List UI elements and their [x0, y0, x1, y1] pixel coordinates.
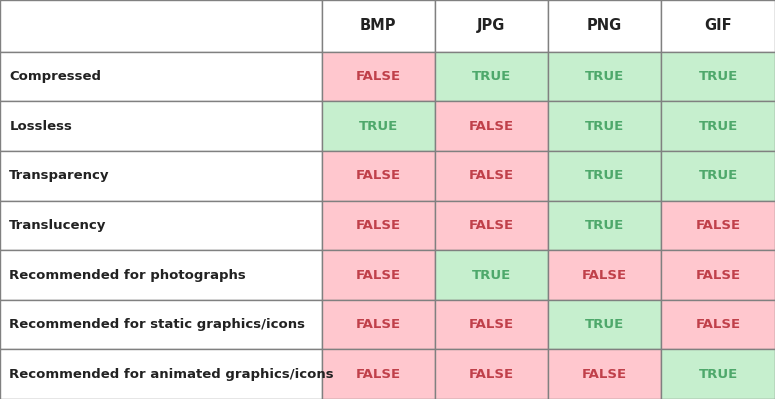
Text: JPG: JPG: [477, 18, 505, 34]
Text: TRUE: TRUE: [698, 368, 738, 381]
Bar: [661, 250, 775, 300]
Bar: [322, 151, 435, 201]
Text: Recommended for animated graphics/icons: Recommended for animated graphics/icons: [9, 368, 334, 381]
Bar: [548, 250, 661, 300]
Text: FALSE: FALSE: [582, 269, 627, 282]
Text: FALSE: FALSE: [356, 318, 401, 331]
Bar: [0, 201, 322, 250]
Text: FALSE: FALSE: [356, 70, 401, 83]
Bar: [322, 0, 435, 52]
Text: BMP: BMP: [360, 18, 397, 34]
Text: TRUE: TRUE: [585, 318, 624, 331]
Bar: [435, 0, 548, 52]
Bar: [0, 350, 322, 399]
Bar: [661, 101, 775, 151]
Bar: [322, 52, 435, 101]
Text: TRUE: TRUE: [585, 219, 624, 232]
Bar: [548, 350, 661, 399]
Text: FALSE: FALSE: [469, 368, 514, 381]
Text: FALSE: FALSE: [356, 368, 401, 381]
Text: TRUE: TRUE: [585, 70, 624, 83]
Text: FALSE: FALSE: [469, 169, 514, 182]
Text: FALSE: FALSE: [469, 120, 514, 133]
Text: Recommended for static graphics/icons: Recommended for static graphics/icons: [9, 318, 305, 331]
Bar: [322, 250, 435, 300]
Text: FALSE: FALSE: [469, 318, 514, 331]
Text: Lossless: Lossless: [9, 120, 72, 133]
Bar: [0, 151, 322, 201]
Bar: [0, 101, 322, 151]
Bar: [0, 250, 322, 300]
Text: GIF: GIF: [704, 18, 732, 34]
Text: FALSE: FALSE: [469, 219, 514, 232]
Bar: [435, 300, 548, 350]
Bar: [548, 101, 661, 151]
Bar: [0, 52, 322, 101]
Text: TRUE: TRUE: [585, 120, 624, 133]
Text: TRUE: TRUE: [698, 120, 738, 133]
Text: Compressed: Compressed: [9, 70, 102, 83]
Text: TRUE: TRUE: [359, 120, 398, 133]
Bar: [661, 0, 775, 52]
Bar: [435, 101, 548, 151]
Text: TRUE: TRUE: [585, 169, 624, 182]
Text: FALSE: FALSE: [695, 318, 741, 331]
Bar: [322, 201, 435, 250]
Bar: [322, 300, 435, 350]
Bar: [435, 151, 548, 201]
Bar: [322, 350, 435, 399]
Bar: [322, 101, 435, 151]
Bar: [0, 300, 322, 350]
Bar: [548, 300, 661, 350]
Bar: [548, 0, 661, 52]
Bar: [435, 250, 548, 300]
Bar: [548, 52, 661, 101]
Bar: [435, 350, 548, 399]
Text: FALSE: FALSE: [356, 219, 401, 232]
Text: Translucency: Translucency: [9, 219, 107, 232]
Bar: [661, 201, 775, 250]
Bar: [0, 0, 322, 52]
Text: TRUE: TRUE: [698, 169, 738, 182]
Text: TRUE: TRUE: [698, 70, 738, 83]
Text: TRUE: TRUE: [472, 269, 511, 282]
Text: Recommended for photographs: Recommended for photographs: [9, 269, 246, 282]
Bar: [548, 201, 661, 250]
Bar: [548, 151, 661, 201]
Text: FALSE: FALSE: [356, 169, 401, 182]
Text: PNG: PNG: [587, 18, 622, 34]
Text: FALSE: FALSE: [695, 269, 741, 282]
Bar: [661, 151, 775, 201]
Text: FALSE: FALSE: [356, 269, 401, 282]
Text: FALSE: FALSE: [695, 219, 741, 232]
Text: Transparency: Transparency: [9, 169, 110, 182]
Bar: [661, 300, 775, 350]
Text: TRUE: TRUE: [472, 70, 511, 83]
Bar: [435, 52, 548, 101]
Bar: [661, 52, 775, 101]
Bar: [661, 350, 775, 399]
Text: FALSE: FALSE: [582, 368, 627, 381]
Bar: [435, 201, 548, 250]
